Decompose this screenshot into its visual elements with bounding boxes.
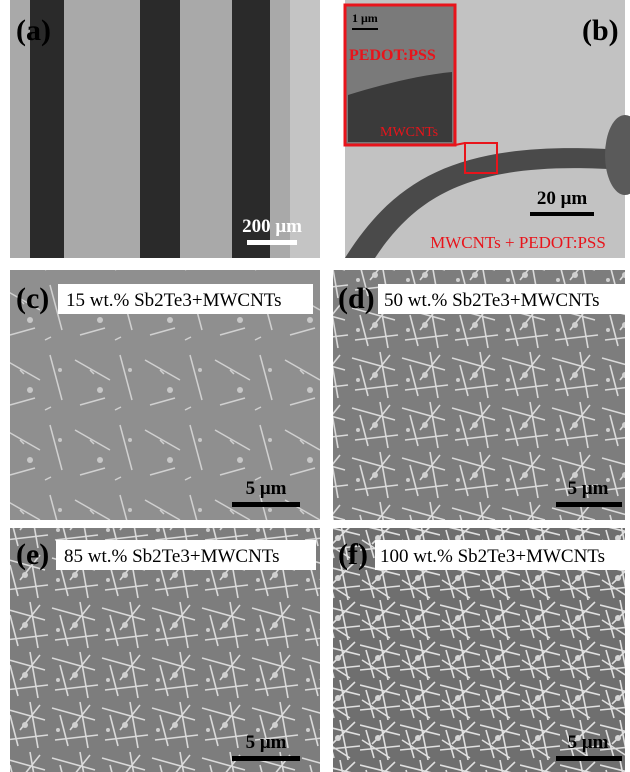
scale-bar <box>556 756 622 761</box>
panel-e: (e) 85 wt.% Sb2Te3+MWCNTs 5 μm <box>10 528 320 772</box>
panel-label: (b) <box>582 14 619 47</box>
figure: (a) 200 μm 1 μm PEDOT:PSS MWCNTs (b) 20 … <box>0 0 630 772</box>
scale-bar <box>247 240 297 245</box>
scale-bar <box>232 756 300 761</box>
scale-bar-label: 5 μm <box>568 478 609 499</box>
inset-scale-bar <box>352 28 378 30</box>
caption: 50 wt.% Sb2Te3+MWCNTs <box>384 290 599 311</box>
scale-bar-label: 5 μm <box>246 732 287 753</box>
scale-bar <box>232 502 300 507</box>
panel-b: 1 μm PEDOT:PSS MWCNTs (b) 20 μm MWCNTs +… <box>345 0 630 258</box>
inset-label: PEDOT:PSS <box>349 47 436 64</box>
panel-a: (a) 200 μm <box>10 0 320 258</box>
scale-bar-label: 200 μm <box>242 216 302 237</box>
caption: 15 wt.% Sb2Te3+MWCNTs <box>66 290 281 311</box>
caption: 85 wt.% Sb2Te3+MWCNTs <box>64 546 279 567</box>
inset-scale-label: 1 μm <box>352 11 378 25</box>
caption: 100 wt.% Sb2Te3+MWCNTs <box>380 546 605 567</box>
panel-c: (c) 15 wt.% Sb2Te3+MWCNTs 5 μm <box>10 270 320 520</box>
scale-bar <box>556 502 622 507</box>
panel-label: (e) <box>16 538 49 571</box>
panel-label: (d) <box>338 282 375 315</box>
scale-bar-label: 5 μm <box>568 732 609 753</box>
inset-label: MWCNTs <box>380 125 438 140</box>
scale-bar-label: 5 μm <box>246 478 287 499</box>
panel-f: (f) 100 wt.% Sb2Te3+MWCNTs 5 μm <box>333 528 625 772</box>
scale-bar <box>530 212 594 216</box>
panel-label: (c) <box>16 282 49 315</box>
panel-d: (d) 50 wt.% Sb2Te3+MWCNTs 5 μm <box>333 270 625 520</box>
panel-label: (f) <box>338 538 368 571</box>
panel-label: (a) <box>16 14 51 47</box>
caption: MWCNTs + PEDOT:PSS <box>430 233 606 252</box>
scale-bar-label: 20 μm <box>537 188 588 209</box>
electrode-stripe <box>140 0 180 258</box>
